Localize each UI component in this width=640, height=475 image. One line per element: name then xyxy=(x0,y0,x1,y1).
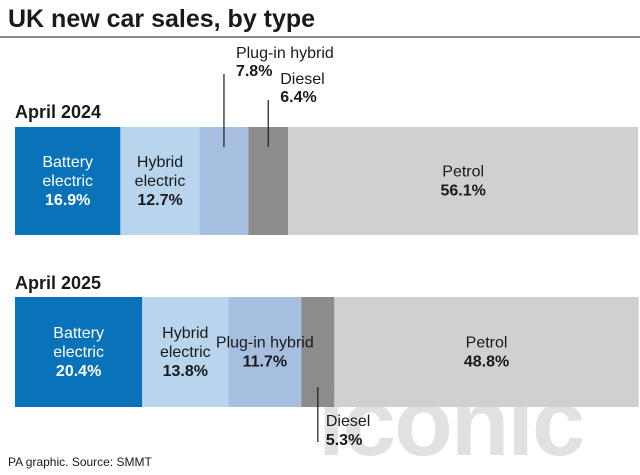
series-label-petrol-april-2025-0: Petrol xyxy=(466,335,508,352)
series-label-battery-electric-april-2024-1: electric xyxy=(42,173,93,190)
value-label-diesel-april-2025: 5.3% xyxy=(326,432,362,449)
series-label-plug-in-hybrid-april-2025-0: Plug-in hybrid xyxy=(216,335,314,352)
series-label-diesel-april-2024: Diesel xyxy=(280,71,324,88)
value-label-hybrid-electric-april-2025: 13.8% xyxy=(163,363,208,380)
bar-hybrid-electric-april-2025 xyxy=(142,297,229,407)
value-label-hybrid-electric-april-2024: 12.7% xyxy=(137,192,182,209)
bar-battery-electric-april-2024 xyxy=(15,127,121,235)
bar-battery-electric-april-2025 xyxy=(15,297,143,407)
bars-layer: April 2024 Battery electric 16.9% Hybrid elec… xyxy=(15,45,639,449)
value-label-petrol-april-2024: 56.1% xyxy=(440,183,485,200)
chart-title: UK new car sales, by type xyxy=(8,5,315,33)
series-label-diesel-april-2025: Diesel xyxy=(326,413,370,430)
category-label-april-2025: April 2025 xyxy=(15,273,101,293)
series-label-hybrid-electric-april-2025-1: electric xyxy=(160,344,211,361)
series-label-battery-electric-april-2024-0: Battery xyxy=(42,154,93,171)
bar-hybrid-electric-april-2024 xyxy=(120,127,200,235)
value-label-battery-electric-april-2024: 16.9% xyxy=(45,192,90,209)
bar-petrol-april-2025 xyxy=(334,297,639,407)
series-label-hybrid-electric-april-2024-1: electric xyxy=(135,173,186,190)
series-label-hybrid-electric-april-2024-0: Hybrid xyxy=(137,154,183,171)
series-label-hybrid-electric-april-2025-0: Hybrid xyxy=(162,325,208,342)
series-label-battery-electric-april-2025-0: Battery xyxy=(53,325,104,342)
series-label-plug-in-hybrid-april-2024: Plug-in hybrid xyxy=(236,45,334,62)
value-label-plug-in-hybrid-april-2025: 11.7% xyxy=(243,354,287,371)
series-label-battery-electric-april-2025-1: electric xyxy=(53,344,104,361)
bar-petrol-april-2024 xyxy=(288,127,639,235)
value-label-diesel-april-2024: 6.4% xyxy=(280,89,316,106)
value-label-battery-electric-april-2025: 20.4% xyxy=(56,363,101,380)
category-label-april-2024: April 2024 xyxy=(15,102,101,122)
source-note: PA graphic. Source: SMMT xyxy=(8,455,153,469)
series-label-petrol-april-2024-0: Petrol xyxy=(442,164,484,181)
value-label-plug-in-hybrid-april-2024: 7.8% xyxy=(236,63,272,80)
bar-plug-in-hybrid-april-2025 xyxy=(228,297,302,407)
value-label-petrol-april-2025: 48.8% xyxy=(464,354,509,371)
